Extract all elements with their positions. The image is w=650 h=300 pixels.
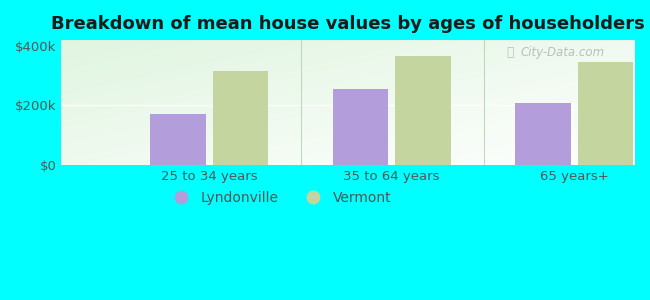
Bar xyxy=(578,61,633,165)
Bar xyxy=(213,71,268,165)
Bar xyxy=(333,89,388,165)
Bar xyxy=(150,114,205,165)
Legend: Lyndonville, Vermont: Lyndonville, Vermont xyxy=(162,185,397,210)
Text: City-Data.com: City-Data.com xyxy=(520,46,604,59)
Title: Breakdown of mean house values by ages of householders: Breakdown of mean house values by ages o… xyxy=(51,15,645,33)
Text: ⓘ: ⓘ xyxy=(506,46,514,59)
Bar xyxy=(515,103,571,165)
Bar xyxy=(395,56,450,165)
